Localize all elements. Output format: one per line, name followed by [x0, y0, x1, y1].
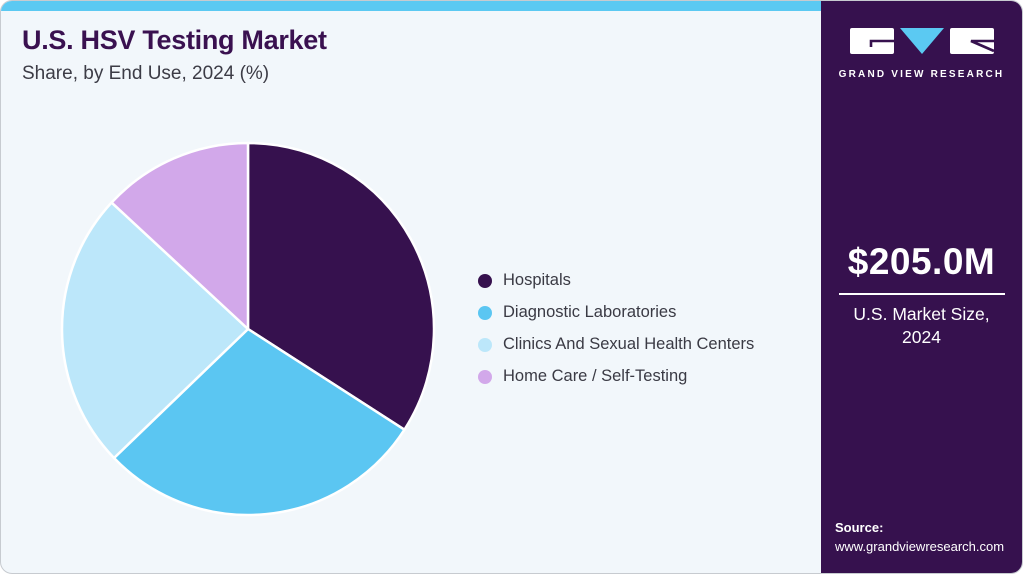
pie-chart: [60, 141, 436, 517]
pie-slice-3: [110, 141, 250, 331]
divider: [838, 293, 1005, 295]
source-url: www.grandviewresearch.com: [835, 539, 1005, 555]
market-size-caption: U.S. Market Size, 2024: [821, 303, 1022, 349]
chart-legend: Hospitals Diagnostic Laboratories Clinic…: [478, 271, 754, 386]
legend-item-clinics: Clinics And Sexual Health Centers: [478, 335, 754, 354]
market-size-block: $205.0M U.S. Market Size, 2024: [821, 241, 1022, 349]
market-size-caption-line2: 2024: [902, 326, 941, 347]
legend-dot-icon: [478, 337, 492, 352]
pie-chart-container: [56, 137, 440, 521]
legend-label: Diagnostic Laboratories: [503, 303, 677, 321]
legend-label: Home Care / Self-Testing: [503, 367, 688, 385]
pie-slice-2: [60, 201, 250, 460]
market-size-value: $205.0M: [847, 241, 996, 282]
chart-panel: U.S. HSV Testing Market Share, by End Us…: [1, 1, 824, 573]
page-subtitle: Share, by End Use, 2024 (%): [22, 63, 270, 84]
brand-block: GRAND VIEW RESEARCH: [821, 27, 1022, 80]
page-title: U.S. HSV Testing Market: [22, 25, 327, 55]
chart-header: U.S. HSV Testing Market Share, by End Us…: [22, 25, 327, 85]
legend-dot-icon: [478, 305, 492, 320]
legend-dot-icon: [478, 273, 492, 288]
legend-item-diagnostic-laboratories: Diagnostic Laboratories: [478, 303, 754, 322]
accent-strip: [1, 1, 824, 11]
sidebar: GRAND VIEW RESEARCH $205.0M U.S. Market …: [821, 1, 1022, 573]
legend-label: Hospitals: [503, 271, 571, 289]
legend-label: Clinics And Sexual Health Centers: [503, 335, 755, 353]
market-size-caption-line1: U.S. Market Size,: [853, 304, 990, 324]
legend-dot-icon: [478, 369, 492, 384]
source-label: Source:: [835, 520, 884, 536]
pie-slice-1: [112, 327, 406, 517]
legend-item-home-care: Home Care / Self-Testing: [478, 367, 754, 386]
legend-item-hospitals: Hospitals: [478, 271, 754, 290]
source-block: Source: www.grandviewresearch.com: [835, 519, 1004, 557]
gvr-logo-icon: [849, 28, 995, 54]
brand-name: GRAND VIEW RESEARCH: [838, 69, 1005, 80]
